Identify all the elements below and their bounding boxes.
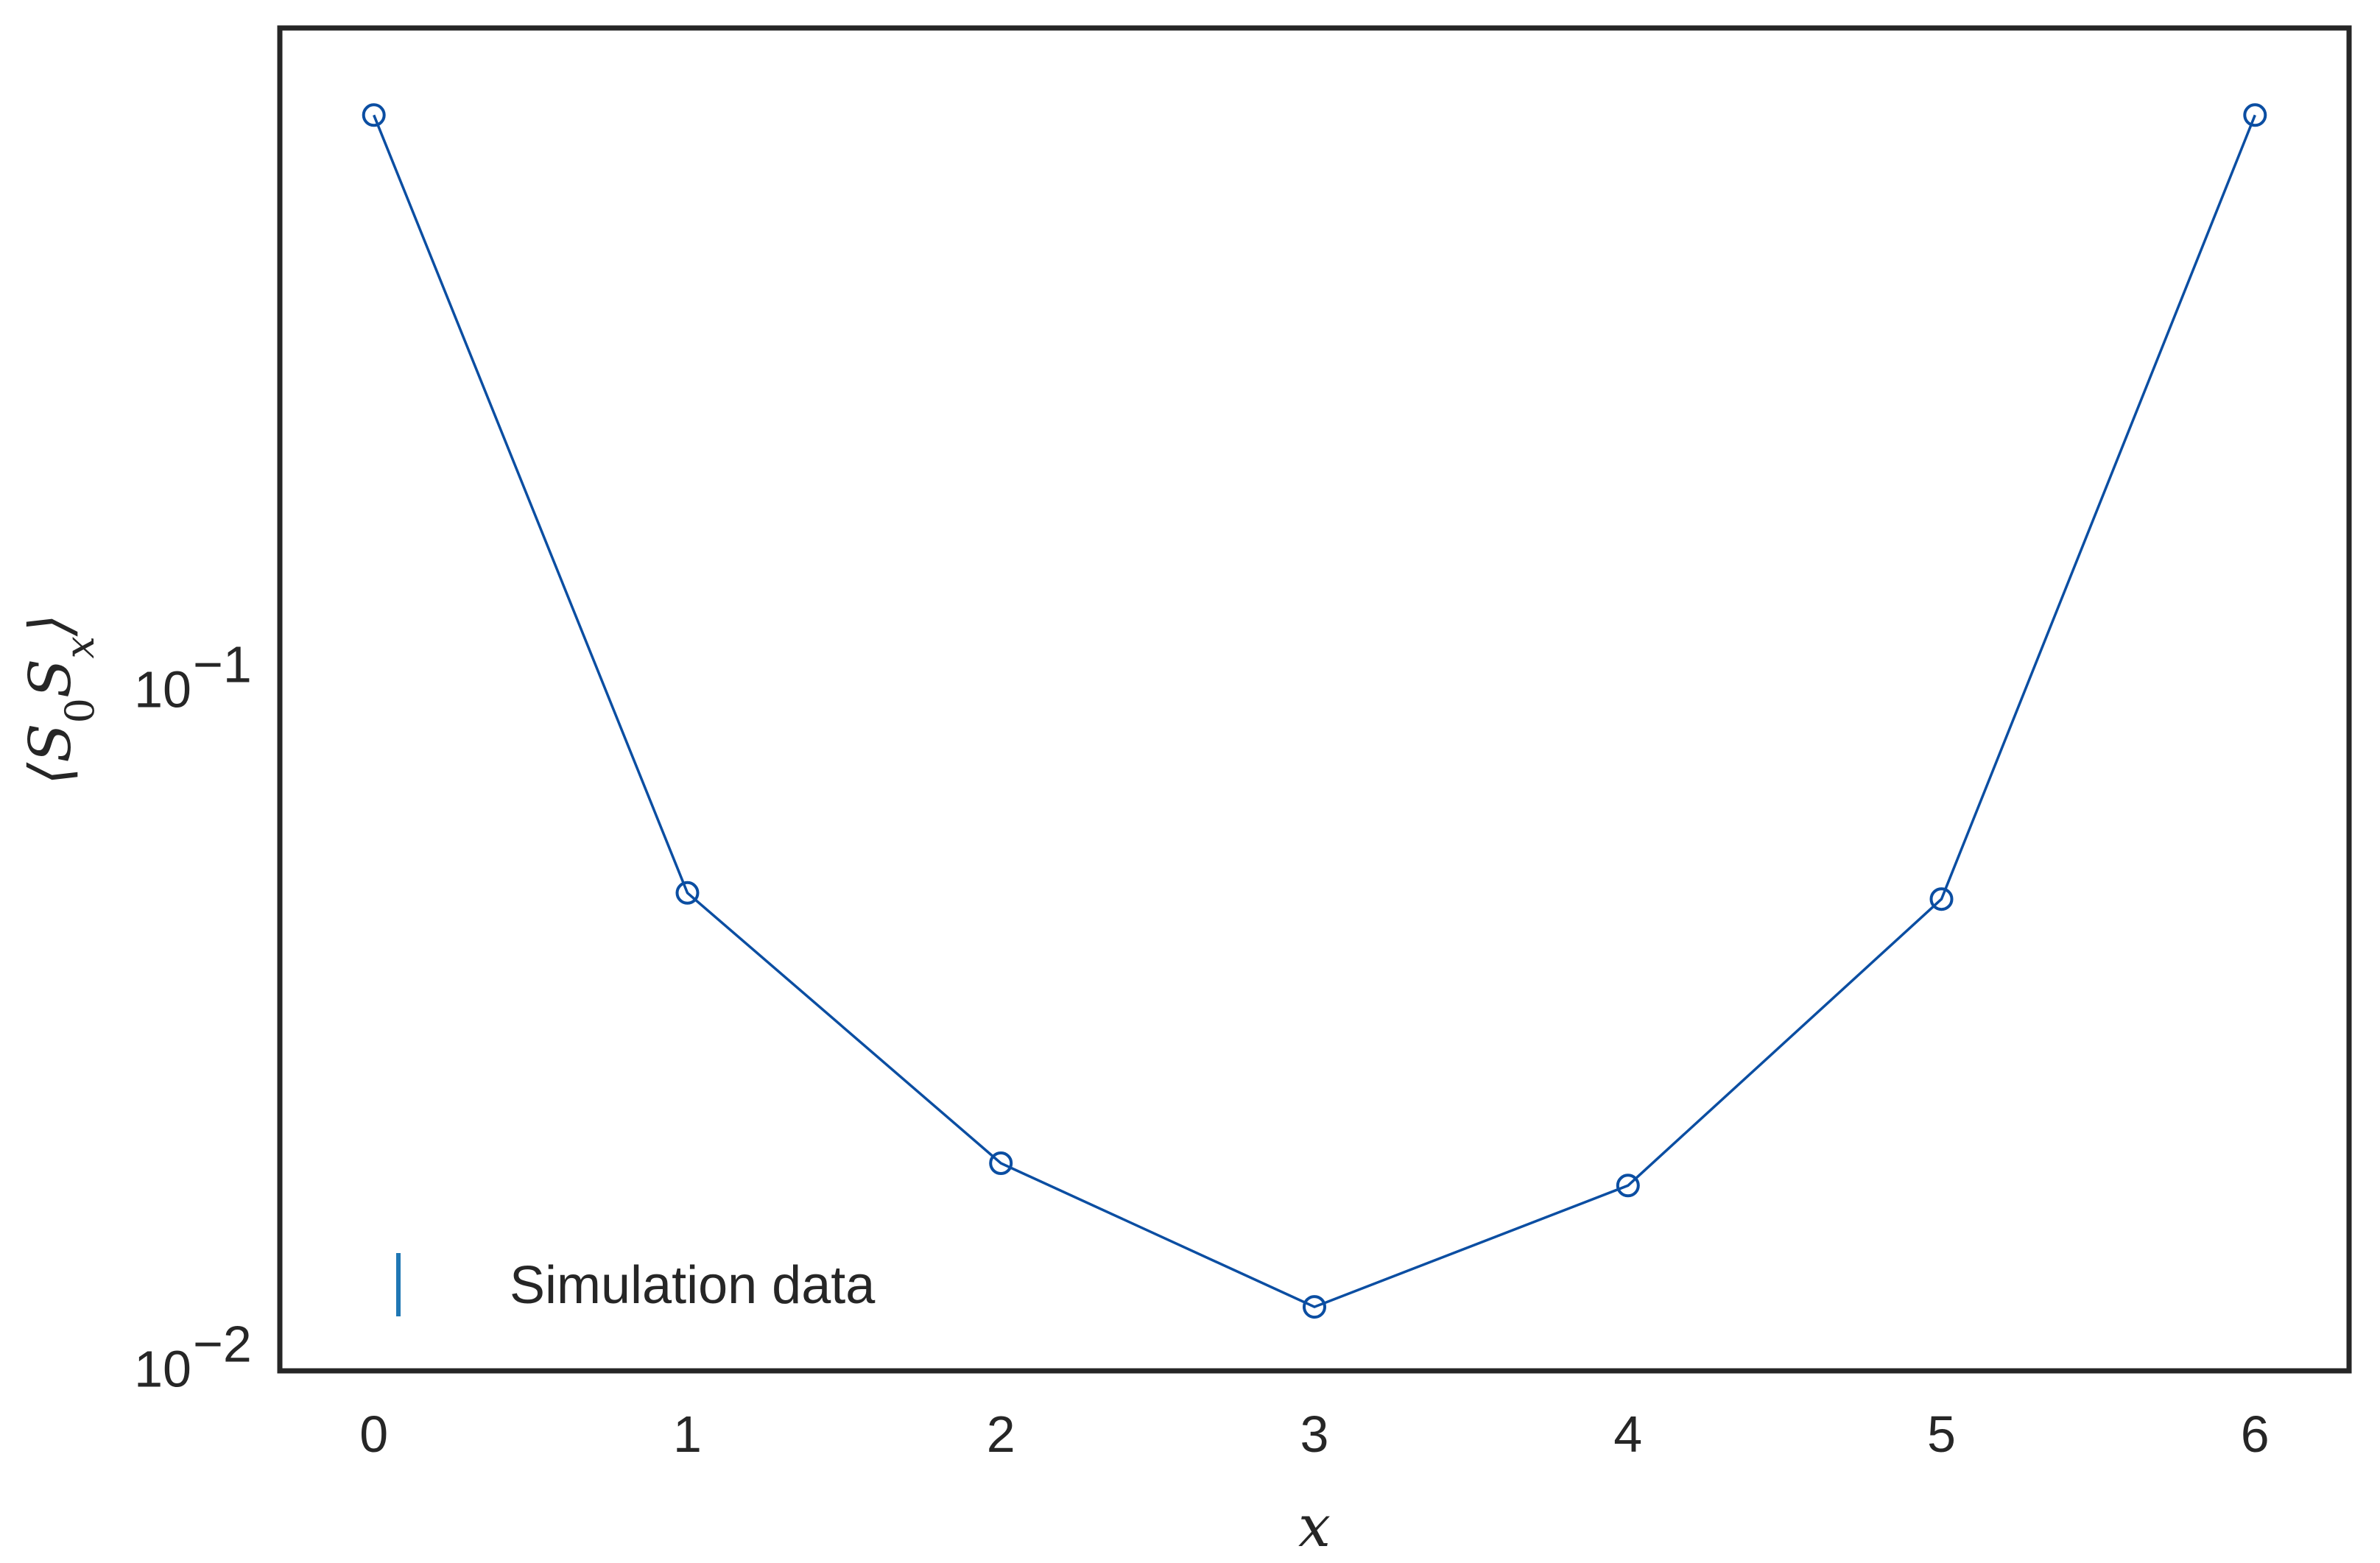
y-tick-label: 10 — [134, 1340, 191, 1397]
x-tick-label: 0 — [359, 1405, 388, 1463]
data-point — [362, 103, 386, 127]
x-tick-label: 3 — [1300, 1405, 1329, 1463]
data-point — [1303, 1295, 1326, 1319]
x-axis-label: x — [1298, 1494, 1331, 1560]
data-point — [989, 1151, 1013, 1175]
y-label-open-bracket: ⟨ — [18, 762, 84, 785]
x-tick-label: 4 — [1613, 1405, 1642, 1463]
y-label-sub1: 0 — [57, 698, 103, 723]
x-tick-labels: 0 1 2 3 4 5 6 — [359, 1405, 2269, 1463]
data-point — [1929, 887, 1954, 911]
y-axis-label: ⟨S0Sx⟩ — [18, 614, 103, 786]
data-point — [1616, 1174, 1640, 1198]
plot-frame — [277, 25, 2352, 1374]
y-label-s2: S — [18, 659, 84, 698]
legend-label: Simulation data — [510, 1256, 876, 1315]
y-label-close-bracket: ⟩ — [18, 614, 84, 637]
x-tick-label: 1 — [673, 1405, 702, 1463]
y-tick-label: 10 — [134, 661, 191, 719]
data-point — [2243, 103, 2267, 127]
x-tick-label: 6 — [2241, 1405, 2270, 1463]
data-point — [675, 881, 700, 905]
y-tick-exponent: −2 — [193, 1315, 252, 1372]
y-tick-labels: 10−210−1 — [134, 636, 252, 1398]
x-tick-label: 2 — [987, 1405, 1015, 1463]
y-tick-exponent: −1 — [193, 636, 252, 694]
legend: Simulation data — [396, 1253, 876, 1316]
y-label-sub2: x — [57, 636, 103, 658]
x-tick-label: 5 — [1927, 1405, 1956, 1463]
series-layer — [362, 103, 2267, 1319]
y-label-s1: S — [18, 723, 84, 762]
series-line — [373, 114, 2256, 1308]
